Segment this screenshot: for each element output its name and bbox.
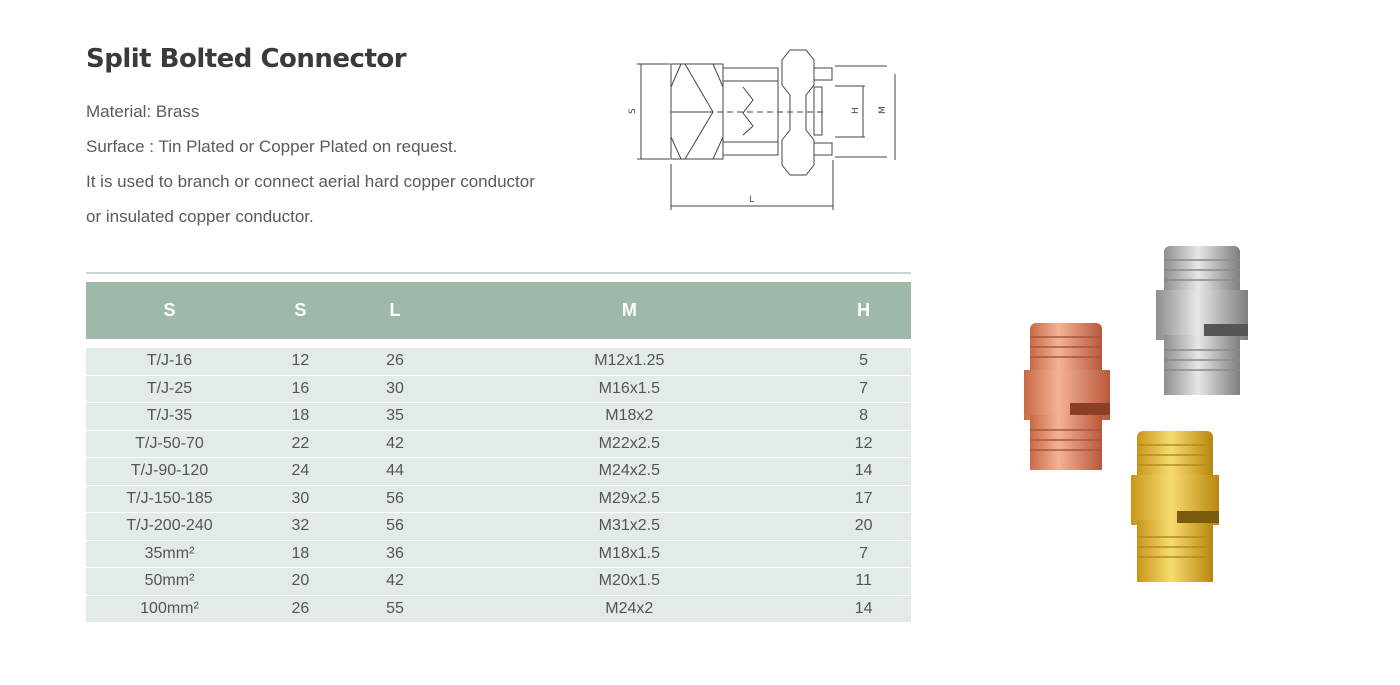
table-cell: 35mm² — [86, 539, 253, 568]
table-cell: 32 — [253, 512, 348, 540]
table-cell: 20 — [253, 567, 348, 595]
table-cell: 7 — [816, 539, 911, 568]
table-cell: 8 — [816, 402, 911, 430]
table-cell: 44 — [347, 457, 443, 485]
table-cell: 20 — [816, 512, 911, 540]
header-h: H — [816, 282, 911, 339]
table-cell: 7 — [816, 374, 911, 403]
table-cell: 26 — [347, 347, 443, 375]
table-cell: M24x2 — [442, 594, 817, 622]
table-cell: 5 — [816, 347, 911, 375]
table-cell: T/J-200-240 — [86, 512, 253, 540]
table-cell: 11 — [816, 567, 911, 595]
specs-table: S S L M H T/J-16 12 26 M12x1.25 5 T/J-25 16 30 M… — [86, 282, 911, 622]
table-row: T/J-50-70 22 42 M22x2.5 12 — [86, 429, 911, 458]
table-cell: T/J-16 — [86, 347, 253, 375]
table-row: T/J-150-185 30 56 M29x2.5 17 — [86, 484, 911, 513]
table-row: T/J-16 12 26 M12x1.25 5 — [86, 347, 911, 375]
table-cell: 24 — [253, 457, 348, 485]
table-cell: 12 — [253, 347, 348, 375]
table-cell: 14 — [816, 457, 911, 485]
table-cell: T/J-150-185 — [86, 484, 253, 513]
table-cell: 50mm² — [86, 567, 253, 595]
table-cell: T/J-90-120 — [86, 457, 253, 485]
table-cell: T/J-25 — [86, 374, 253, 403]
table-cell: 55 — [347, 594, 443, 622]
table-cell: 42 — [347, 567, 443, 595]
header-s: S — [86, 282, 253, 339]
table-cell: M24x2.5 — [442, 457, 817, 485]
table-cell: 26 — [253, 594, 348, 622]
table-cell: 14 — [816, 594, 911, 622]
table-cell: 42 — [347, 429, 443, 458]
table-cell: T/J-35 — [86, 402, 253, 430]
table-cell: M22x2.5 — [442, 429, 817, 458]
table-cell: 30 — [253, 484, 348, 513]
table-row: T/J-25 16 30 M16x1.5 7 — [86, 374, 911, 403]
table-cell: T/J-50-70 — [86, 429, 253, 458]
table-cell: M29x2.5 — [442, 484, 817, 513]
table-cell: 12 — [816, 429, 911, 458]
dim-h-label: H — [851, 107, 861, 114]
table-cell: M18x2 — [442, 402, 817, 430]
usage-text-cont: or insulated copper conductor. — [86, 207, 314, 226]
page-title: Split Bolted Connector — [86, 44, 407, 74]
table-cell: 16 — [253, 374, 348, 403]
table-row: T/J-90-120 24 44 M24x2.5 14 — [86, 457, 911, 485]
table-cell: 18 — [253, 539, 348, 568]
dim-m-label: M — [878, 106, 888, 114]
technical-drawing: S H M L — [628, 49, 896, 210]
table-cell: M12x1.25 — [442, 347, 817, 375]
table-cell: 36 — [347, 539, 443, 568]
table-cell: 56 — [347, 512, 443, 540]
table-cell: M18x1.5 — [442, 539, 817, 568]
table-row: T/J-200-240 32 56 M31x2.5 20 — [86, 512, 911, 540]
material-text: Material: Brass — [86, 102, 200, 121]
table-cell: 35 — [347, 402, 443, 430]
surface-text: Surface : Tin Plated or Copper Plated on… — [86, 137, 458, 156]
header-s2: S — [253, 282, 348, 339]
table-cell: M31x2.5 — [442, 512, 817, 540]
table-cell: 17 — [816, 484, 911, 513]
brass-connector-image — [1131, 431, 1219, 582]
divider — [86, 272, 911, 274]
table-cell: 18 — [253, 402, 348, 430]
usage-text: It is used to branch or connect aerial h… — [86, 172, 535, 191]
table-cell: M20x1.5 — [442, 567, 817, 595]
table-cell: M16x1.5 — [442, 374, 817, 403]
table-row: 50mm² 20 42 M20x1.5 11 — [86, 567, 911, 595]
table-cell: 22 — [253, 429, 348, 458]
table-cell: 100mm² — [86, 594, 253, 622]
dim-s-label: S — [628, 108, 638, 114]
table-cell: 30 — [347, 374, 443, 403]
table-cell: 56 — [347, 484, 443, 513]
header-m: M — [442, 282, 817, 339]
table-row: T/J-35 18 35 M18x2 8 — [86, 402, 911, 430]
table-row: 35mm² 18 36 M18x1.5 7 — [86, 539, 911, 568]
tin-connector-image — [1156, 246, 1248, 395]
dim-l-label: L — [749, 195, 754, 205]
table-header-row: S S L M H — [86, 282, 911, 339]
header-l: L — [347, 282, 443, 339]
copper-connector-image — [1024, 323, 1110, 470]
table-row: 100mm² 26 55 M24x2 14 — [86, 594, 911, 622]
